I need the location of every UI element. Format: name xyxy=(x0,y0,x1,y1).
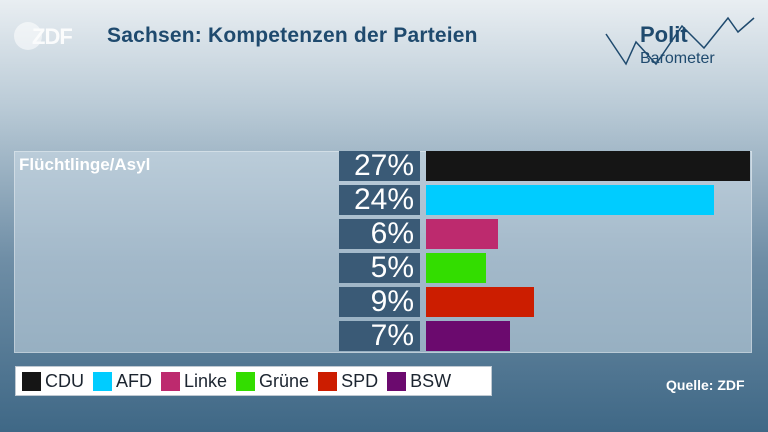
legend-label-afd: AFD xyxy=(116,370,152,391)
politbarometer-check-icon xyxy=(605,16,755,66)
zdf-logo: ZDF xyxy=(14,22,76,50)
legend-label-bsw: BSW xyxy=(410,370,452,391)
bar-linke xyxy=(426,219,498,249)
legend-item-cdu: CDU xyxy=(22,371,84,392)
legend-item-spd: SPD xyxy=(318,371,378,392)
legend-label-spd: SPD xyxy=(341,370,379,391)
value-label-gruene: 5% xyxy=(339,253,420,283)
bar-cdu xyxy=(426,151,750,181)
bar-chart xyxy=(426,151,750,351)
value-label-cdu: 27% xyxy=(339,151,420,181)
legend-item-afd: AFD xyxy=(93,371,152,392)
value-label-bsw: 7% xyxy=(339,321,420,351)
legend-swatch-bsw xyxy=(387,371,407,391)
chart-title: Sachsen: Kompetenzen der Parteien xyxy=(107,24,478,47)
legend-label-linke: Linke xyxy=(184,370,228,391)
legend-swatch-cdu xyxy=(22,371,41,391)
bar-afd xyxy=(426,185,714,215)
bar-gruene xyxy=(426,253,486,283)
chart-panel xyxy=(14,151,752,353)
politbarometer-line1: Polit xyxy=(640,22,688,47)
category-label: Flüchtlinge/Asyl xyxy=(19,155,151,174)
value-label-afd: 24% xyxy=(339,185,420,215)
bar-bsw xyxy=(426,321,510,351)
bar-spd xyxy=(426,287,534,317)
legend-swatch-spd xyxy=(318,371,338,391)
legend-swatch-linke xyxy=(161,371,180,391)
source-note: Quelle: ZDF xyxy=(666,377,745,393)
legend-swatch-afd xyxy=(93,371,112,391)
zdf-logo-text: ZDF xyxy=(32,24,73,49)
value-label-linke: 6% xyxy=(339,219,420,249)
legend: CDU AFD Linke Grüne SPD BSW xyxy=(15,366,492,396)
legend-item-linke: Linke xyxy=(161,371,227,392)
value-label-spd: 9% xyxy=(339,287,420,317)
legend-swatch-gruene xyxy=(236,371,256,391)
zdf-logo-ring xyxy=(14,22,42,50)
politbarometer-logo: Polit Barometer xyxy=(604,12,760,72)
legend-item-gruene: Grüne xyxy=(236,371,309,392)
legend-item-bsw: BSW xyxy=(387,371,451,392)
legend-label-cdu: CDU xyxy=(45,370,84,391)
politbarometer-line2: Barometer xyxy=(640,50,715,67)
legend-label-gruene: Grüne xyxy=(259,370,310,391)
